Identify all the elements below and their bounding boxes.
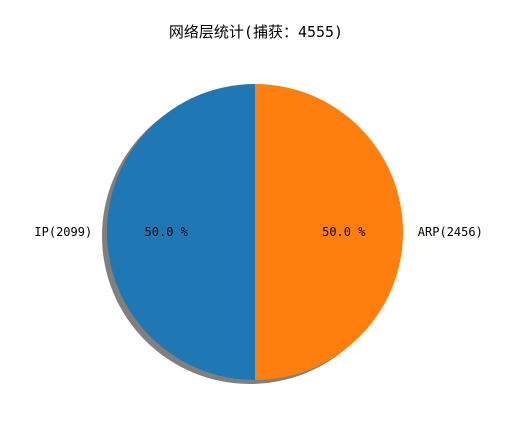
slice-label: ARP(2456) bbox=[418, 225, 483, 239]
slice-percent-label: 50.0 % bbox=[322, 225, 366, 239]
slice-label: IP(2099) bbox=[34, 225, 92, 239]
slice-percent-label: 50.0 % bbox=[145, 225, 189, 239]
pie-labels: IP(2099) 50.0 % ARP(2456) 50.0 % bbox=[34, 225, 482, 239]
pie-slice bbox=[107, 84, 255, 380]
pie-slices bbox=[107, 84, 403, 380]
chart-title: 网络层统计(捕获：4555) bbox=[169, 23, 343, 41]
pie-slice bbox=[255, 84, 403, 380]
